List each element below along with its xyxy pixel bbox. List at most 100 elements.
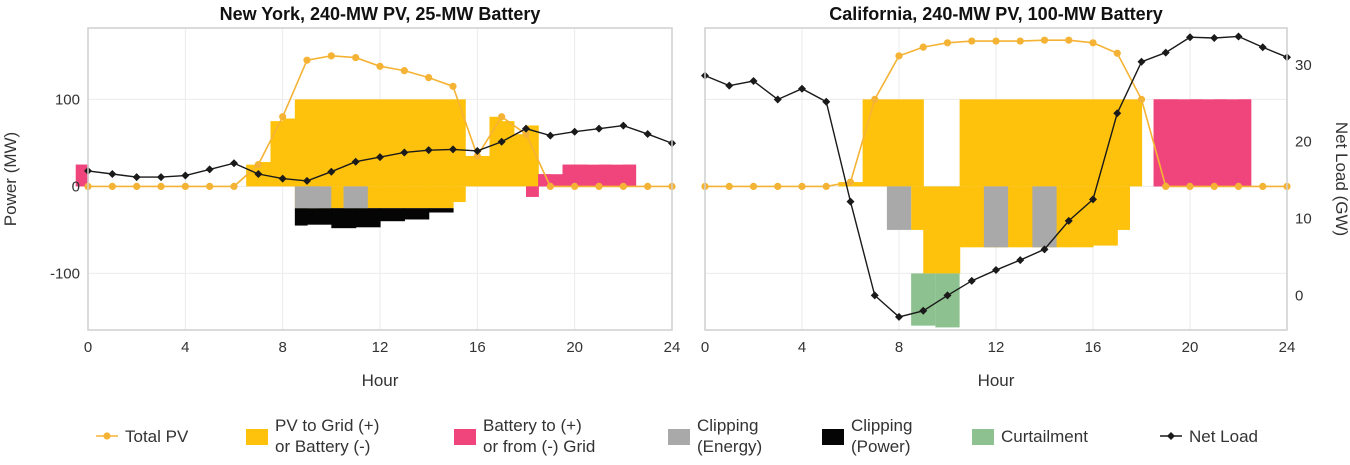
- bar-clipping-power: [380, 208, 405, 222]
- x-tick-label: 24: [1279, 339, 1296, 356]
- bar-pv-to-grid: [1044, 99, 1070, 187]
- legend-label: (Energy): [697, 437, 762, 456]
- net-load-point: [132, 173, 141, 182]
- bar-pv-to-grid: [959, 99, 973, 187]
- net-load-point: [473, 146, 482, 155]
- legend-item-curtailment: Curtailment: [972, 427, 1088, 446]
- total-pv-point: [133, 182, 141, 190]
- bar-pv-to-grid: [270, 121, 284, 187]
- total-pv-point: [279, 113, 287, 121]
- bar-clipping-energy: [307, 186, 332, 209]
- total-pv-point: [798, 182, 806, 190]
- total-pv-point: [1186, 182, 1194, 190]
- legend-item-clipping_energy: Clipping (Energy): [668, 416, 762, 456]
- total-pv-point: [1089, 39, 1097, 47]
- y-tick-label-right: 20: [1295, 134, 1312, 151]
- bar-battery-grid: [1190, 99, 1215, 187]
- bar-clipping-power: [331, 208, 357, 229]
- legend-item-battery_grid: Battery to (+) or from (-) Grid: [454, 416, 595, 456]
- total-pv-point: [108, 182, 116, 190]
- net-load-point: [870, 291, 879, 300]
- bar-pv-to-grid: [874, 99, 900, 187]
- net-load-point: [1113, 109, 1122, 118]
- bar-clipping-energy: [886, 186, 912, 230]
- bar-pv-to-grid: [513, 134, 527, 187]
- total-pv-point: [1234, 182, 1243, 190]
- net-load-point: [1210, 33, 1219, 42]
- total-pv-point: [1259, 182, 1267, 190]
- bar-battery-grid: [538, 174, 564, 187]
- bar-pv-to-grid: [899, 99, 924, 187]
- x-tick-label: 12: [988, 339, 1005, 356]
- legend-label: Total PV: [125, 427, 189, 446]
- x-tick-label: 0: [701, 339, 709, 356]
- legend-swatch: [822, 429, 844, 445]
- bar-battery-grid: [526, 186, 539, 197]
- total-pv-point: [571, 182, 579, 190]
- y-axis-label-left: Power (MW): [1, 132, 20, 226]
- net-load-point: [1040, 245, 1049, 254]
- bar-clipping-energy: [343, 186, 368, 209]
- bar-pv-to-grid: [1117, 99, 1130, 187]
- net-load-point: [157, 173, 165, 182]
- total-pv-point: [181, 182, 189, 190]
- x-tick-label: 20: [1182, 339, 1199, 356]
- legend-marker: [103, 432, 111, 440]
- y-tick-label-right: 30: [1295, 57, 1312, 74]
- bar-pv-to-grid: [404, 99, 430, 187]
- x-tick-label: 20: [566, 339, 583, 356]
- net-load-point: [570, 127, 579, 136]
- net-load-point: [1064, 216, 1073, 225]
- bar-pv-to-battery: [947, 186, 961, 274]
- panel-1: 0 4 8 12 16 20 24 Hour New York, 240-MW PV, 25-M…: [1, 4, 680, 390]
- y-tick-label: 0: [72, 178, 80, 195]
- total-pv-point: [1162, 182, 1170, 190]
- x-tick-label: 4: [181, 339, 189, 356]
- legend-label: Battery to (+): [483, 416, 582, 435]
- total-pv-point: [846, 178, 855, 186]
- net-load-point: [967, 276, 976, 285]
- x-tick-label: 8: [895, 339, 903, 356]
- panel-title: New York, 240-MW PV, 25-MW Battery: [220, 4, 541, 24]
- net-load-point: [424, 146, 433, 155]
- legend-marker: [1167, 432, 1175, 440]
- legend-label: (Power): [851, 437, 911, 456]
- bar-battery-grid: [1214, 99, 1240, 187]
- total-pv-point: [992, 37, 1000, 45]
- total-pv-point: [871, 95, 879, 103]
- x-tick-label: 16: [469, 339, 486, 356]
- total-pv-point: [498, 113, 506, 121]
- bar-pv-to-grid: [453, 99, 466, 187]
- bar-pv-to-battery: [1117, 186, 1130, 230]
- total-pv-point: [1016, 37, 1024, 45]
- net-load-point: [749, 77, 758, 86]
- bar-clipping-power: [355, 208, 381, 228]
- total-pv-point: [644, 182, 652, 190]
- y-tick-label-right: 0: [1295, 287, 1303, 304]
- bar-pv-to-grid: [428, 99, 454, 187]
- total-pv-point: [725, 182, 733, 190]
- total-pv-point: [425, 74, 433, 82]
- total-pv-point: [895, 52, 903, 60]
- legend-item-pv_to_grid: PV to Grid (+) or Battery (-): [246, 416, 379, 456]
- net-load-point: [497, 137, 506, 146]
- net-load-point: [449, 145, 457, 154]
- net-load-point: [846, 197, 855, 206]
- bar-battery-grid: [623, 164, 637, 187]
- bar-pv-to-grid: [489, 116, 503, 187]
- bar-pv-to-grid: [971, 99, 997, 187]
- total-pv-point: [1065, 36, 1073, 44]
- net-load-point: [205, 165, 214, 174]
- net-load-point: [1186, 33, 1194, 42]
- net-load-point: [254, 170, 263, 179]
- total-pv-point: [1113, 49, 1121, 57]
- y-tick-label: -100: [50, 265, 80, 282]
- net-load-point: [943, 291, 952, 300]
- bar-pv-to-battery: [380, 186, 405, 209]
- bar-clipping-energy: [983, 186, 1009, 248]
- legend-item-clipping_power: Clipping (Power): [822, 416, 912, 456]
- plot-frame: [704, 27, 1288, 331]
- total-pv-point: [303, 56, 311, 64]
